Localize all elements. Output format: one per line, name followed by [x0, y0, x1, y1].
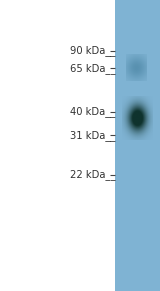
- Bar: [115, 0, 160, 291]
- Text: 22 kDa__: 22 kDa__: [70, 169, 115, 180]
- Text: 65 kDa__: 65 kDa__: [70, 63, 115, 74]
- Text: 40 kDa__: 40 kDa__: [70, 107, 115, 118]
- Text: 31 kDa__: 31 kDa__: [70, 130, 115, 141]
- Text: 90 kDa__: 90 kDa__: [70, 45, 115, 56]
